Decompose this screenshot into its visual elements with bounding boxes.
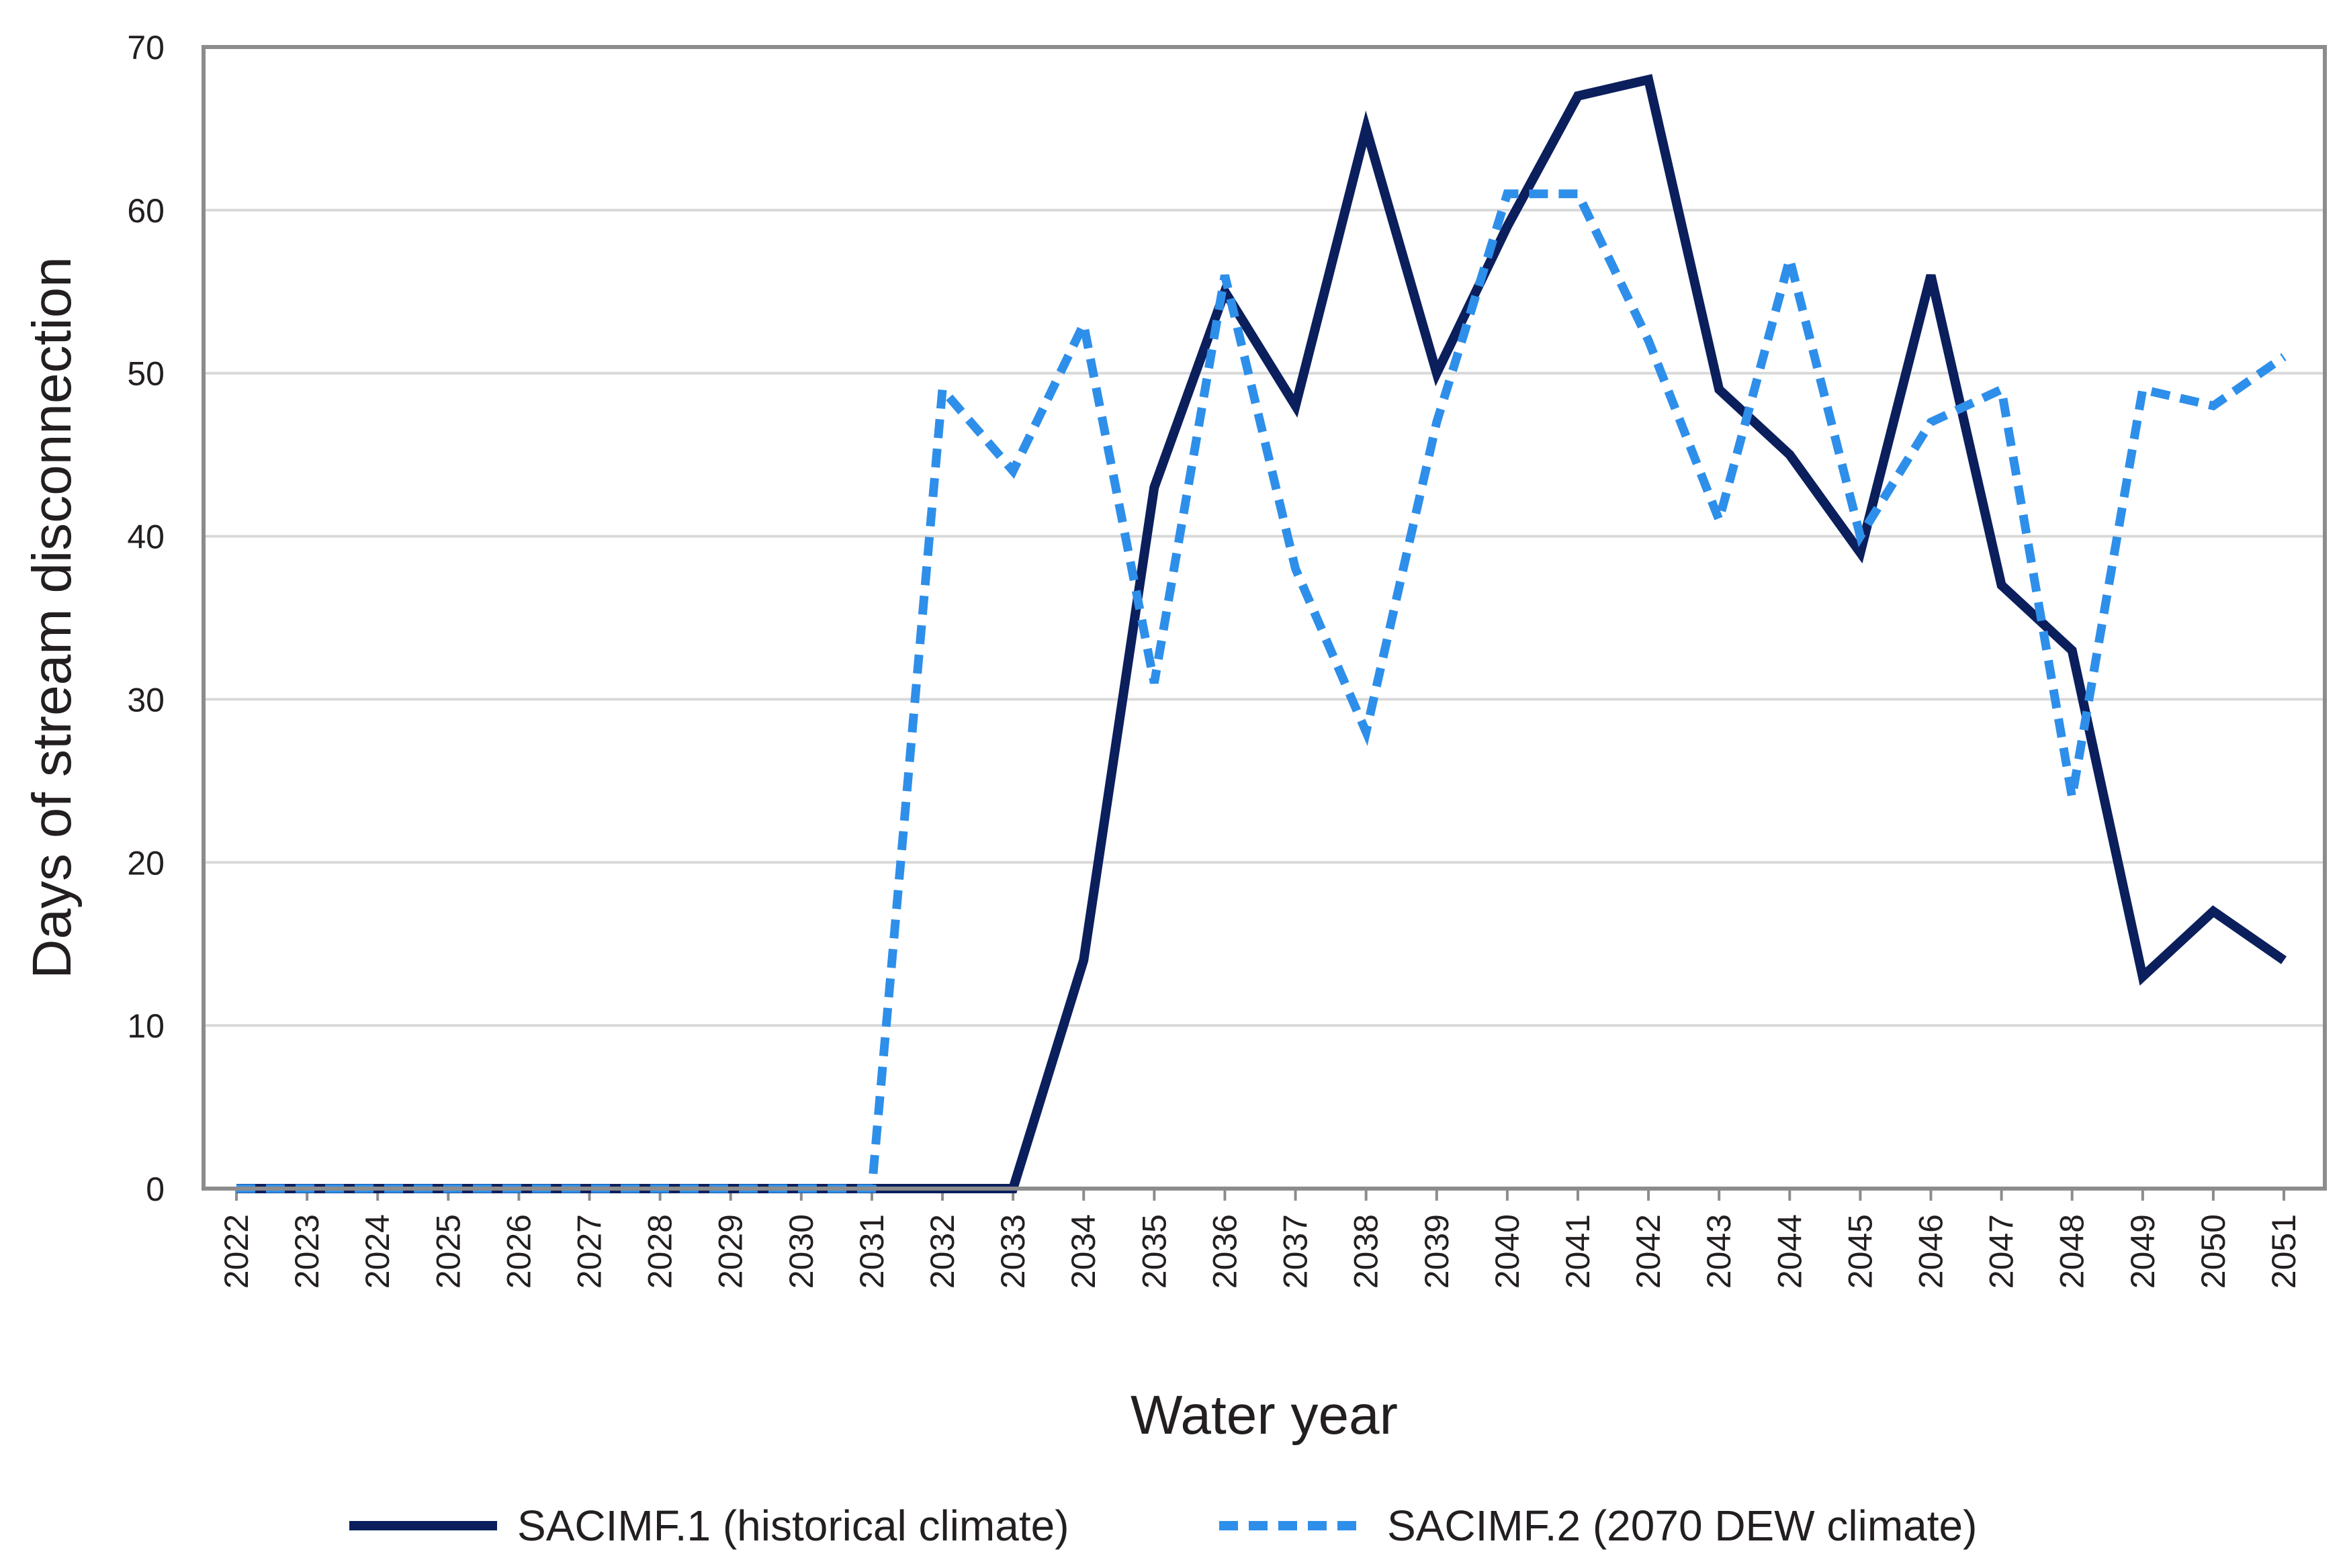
x-tick-label-2027: 2027 bbox=[571, 1214, 609, 1289]
data-point-s2-2033 bbox=[1011, 469, 1015, 473]
data-point-s2-2037 bbox=[1294, 567, 1298, 571]
x-axis-title: Water year bbox=[1131, 1385, 1398, 1446]
x-tick-label-2040: 2040 bbox=[1489, 1214, 1526, 1289]
x-tick-label-2049: 2049 bbox=[2124, 1214, 2162, 1289]
y-tick-label-40: 40 bbox=[127, 518, 165, 556]
y-axis-ticks: 0 10 20 30 40 50 60 70 bbox=[127, 29, 165, 1208]
x-tick-label-2037: 2037 bbox=[1277, 1214, 1315, 1289]
data-point-s2-2050 bbox=[2211, 404, 2215, 408]
x-tick-label-2028: 2028 bbox=[641, 1214, 679, 1289]
data-point-s2-2036 bbox=[1223, 273, 1227, 277]
legend-label-1: SACIMF.1 (historical climate) bbox=[517, 1502, 1069, 1550]
data-point-s2-2043 bbox=[1717, 518, 1721, 522]
x-tick-label-2048: 2048 bbox=[2053, 1214, 2091, 1289]
data-point-s1-2047 bbox=[2000, 583, 2004, 587]
series-lines bbox=[236, 74, 2287, 1193]
data-point-s1-2039 bbox=[1435, 371, 1439, 375]
y-tick-label-60: 60 bbox=[127, 192, 165, 230]
gridlines bbox=[204, 208, 2325, 1027]
x-tick-label-2045: 2045 bbox=[1841, 1214, 1879, 1289]
data-point-s1-2038 bbox=[1364, 126, 1368, 130]
data-point-s2-2035 bbox=[1152, 681, 1156, 685]
x-tick-label-2033: 2033 bbox=[994, 1214, 1032, 1289]
data-point-s2-2034 bbox=[1081, 322, 1086, 326]
legend: SACIMF.1 (historical climate) SACIMF.2 (2… bbox=[349, 1502, 1977, 1550]
x-tick-label-2036: 2036 bbox=[1206, 1214, 1243, 1289]
data-point-s1-2051 bbox=[2282, 958, 2286, 962]
data-point-s1-2045 bbox=[1858, 551, 1862, 555]
data-point-s2-2049 bbox=[2141, 387, 2145, 391]
y-tick-label-20: 20 bbox=[127, 844, 165, 882]
data-point-s2-2044 bbox=[1787, 257, 1791, 261]
data-point-s2-2045 bbox=[1858, 535, 1862, 539]
x-tick-label-2025: 2025 bbox=[429, 1214, 467, 1289]
y-tick-label-50: 50 bbox=[127, 355, 165, 393]
data-point-s1-2037 bbox=[1294, 404, 1298, 408]
data-point-s2-2048 bbox=[2070, 795, 2074, 799]
x-tick-label-2024: 2024 bbox=[359, 1214, 396, 1289]
x-tick-label-2029: 2029 bbox=[712, 1214, 750, 1289]
data-point-s2-2046 bbox=[1929, 420, 1933, 424]
data-point-s1-2040 bbox=[1505, 224, 1509, 228]
y-axis-title: Days of stream disconnection bbox=[21, 257, 83, 979]
data-point-s1-2044 bbox=[1787, 453, 1791, 457]
data-point-s2-2047 bbox=[2000, 387, 2004, 391]
x-tick-label-2026: 2026 bbox=[500, 1214, 537, 1289]
data-point-s1-2048 bbox=[2070, 649, 2074, 653]
data-point-s1-2043 bbox=[1717, 387, 1721, 391]
x-tick-label-2038: 2038 bbox=[1347, 1214, 1385, 1289]
x-tick-label-2032: 2032 bbox=[924, 1214, 961, 1289]
data-point-s1-2046 bbox=[1929, 273, 1933, 277]
data-point-s2-2038 bbox=[1364, 730, 1368, 734]
legend-label-2: SACIMF.2 (2070 DEW climate) bbox=[1387, 1502, 1977, 1550]
x-tick-label-2034: 2034 bbox=[1065, 1214, 1102, 1289]
x-tick-label-2046: 2046 bbox=[1912, 1214, 1949, 1289]
x-tick-label-2031: 2031 bbox=[853, 1214, 891, 1289]
x-tick-label-2041: 2041 bbox=[1559, 1214, 1597, 1289]
data-point-s2-2042 bbox=[1646, 338, 1650, 342]
y-tick-label-30: 30 bbox=[127, 681, 165, 719]
data-point-s2-2032 bbox=[940, 387, 944, 391]
data-point-s2-2041 bbox=[1576, 192, 1580, 196]
data-point-s2-2040 bbox=[1505, 192, 1509, 196]
plot-frame bbox=[202, 45, 2327, 1191]
x-tick-label-2050: 2050 bbox=[2195, 1214, 2232, 1289]
series-line-1 bbox=[236, 74, 2287, 1193]
y-tick-label-0: 0 bbox=[146, 1170, 165, 1208]
x-tick-label-2023: 2023 bbox=[288, 1214, 326, 1289]
y-tick-label-70: 70 bbox=[127, 29, 165, 66]
data-point-s1-2035 bbox=[1152, 486, 1156, 490]
x-tick-label-2030: 2030 bbox=[783, 1214, 820, 1289]
x-tick-label-2039: 2039 bbox=[1418, 1214, 1456, 1289]
x-tick-label-2044: 2044 bbox=[1771, 1214, 1808, 1289]
data-point-s1-2041 bbox=[1576, 94, 1580, 98]
data-point-s1-2049 bbox=[2141, 974, 2145, 978]
x-axis-ticks: 2022 2023 2024 2025 2026 2027 2028 2029 2030 2031… bbox=[218, 1189, 2303, 1289]
data-point-s1-2034 bbox=[1081, 958, 1086, 962]
x-tick-label-2035: 2035 bbox=[1135, 1214, 1173, 1289]
y-tick-label-10: 10 bbox=[127, 1007, 165, 1045]
data-point-s2-2039 bbox=[1435, 420, 1439, 424]
x-tick-label-2043: 2043 bbox=[1700, 1214, 1738, 1289]
x-tick-label-2047: 2047 bbox=[1983, 1214, 2021, 1289]
x-tick-label-2042: 2042 bbox=[1630, 1214, 1667, 1289]
data-point-s1-2050 bbox=[2211, 909, 2215, 913]
x-tick-label-2022: 2022 bbox=[218, 1214, 255, 1289]
data-point-s1-2042 bbox=[1646, 78, 1650, 82]
x-tick-label-2051: 2051 bbox=[2265, 1214, 2303, 1289]
data-point-s2-2051 bbox=[2282, 355, 2286, 359]
